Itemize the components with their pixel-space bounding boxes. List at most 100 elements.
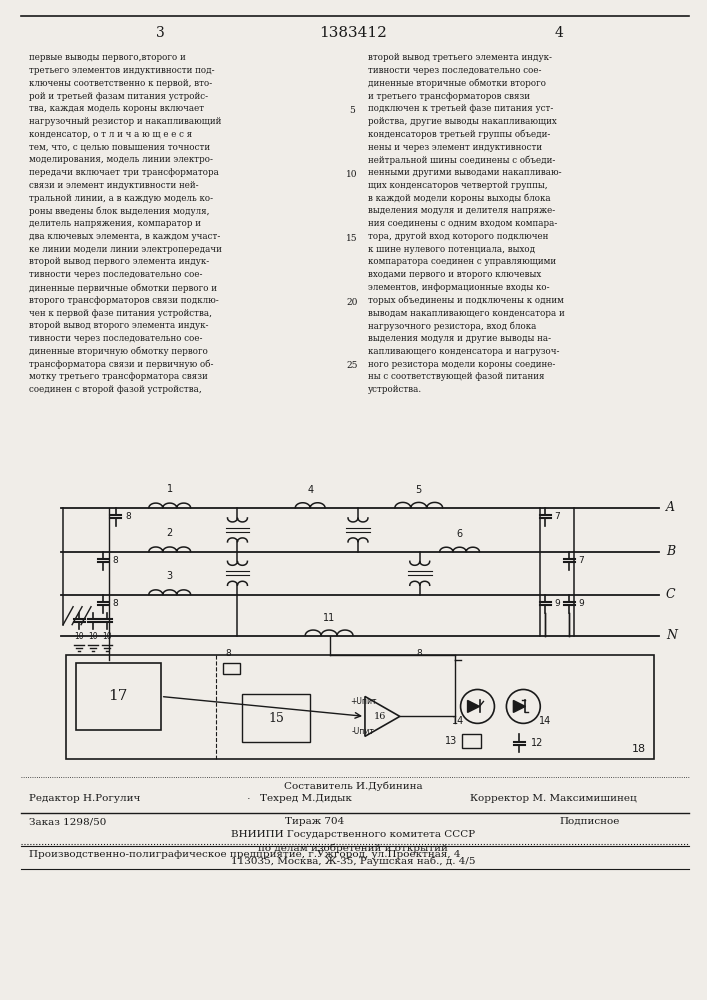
Text: подключен к третьей фазе питания уст-: подключен к третьей фазе питания уст- (368, 104, 554, 113)
Text: Подписное: Подписное (559, 817, 619, 826)
Text: нагрузочный резистор и накапливающий: нагрузочный резистор и накапливающий (29, 117, 222, 126)
Text: входами первого и второго ключевых: входами первого и второго ключевых (368, 270, 541, 279)
Text: 8: 8 (226, 649, 231, 658)
Text: 15: 15 (269, 712, 284, 725)
Text: диненные вторичные обмотки второго: диненные вторичные обмотки второго (368, 79, 546, 88)
Text: второго трансформаторов связи подклю-: второго трансформаторов связи подклю- (29, 296, 219, 305)
Text: 10: 10 (74, 632, 84, 641)
Text: тора, другой вход которого подключен: тора, другой вход которого подключен (368, 232, 549, 241)
Text: 8: 8 (125, 512, 131, 521)
Text: 11: 11 (323, 613, 335, 623)
Text: третьего элементов индуктивности под-: третьего элементов индуктивности под- (29, 66, 215, 75)
Text: первые выводы первого,второго и: первые выводы первого,второго и (29, 53, 186, 62)
Text: тивности через последовательно сое-: тивности через последовательно сое- (368, 66, 542, 75)
Text: устройства.: устройства. (368, 385, 422, 394)
Text: 18: 18 (632, 744, 646, 754)
Text: B: B (666, 545, 675, 558)
Text: 13: 13 (445, 736, 457, 746)
Text: 1383412: 1383412 (319, 26, 387, 40)
Text: тивности через последовательно сое-: тивности через последовательно сое- (29, 334, 203, 343)
Text: тральной линии, а в каждую модель ко-: тральной линии, а в каждую модель ко- (29, 194, 214, 203)
Text: 2: 2 (167, 528, 173, 538)
Text: Техред М.Дидык: Техред М.Дидык (260, 794, 352, 803)
Bar (462, 734, 481, 748)
Text: конденсаторов третьей группы объеди-: конденсаторов третьей группы объеди- (368, 130, 550, 139)
Text: Тираж 704: Тираж 704 (285, 817, 344, 826)
Text: 4: 4 (555, 26, 563, 40)
Text: ного резистора модели короны соедине-: ного резистора модели короны соедине- (368, 360, 555, 369)
Polygon shape (513, 700, 525, 712)
Text: в каждой модели короны выходы блока: в каждой модели короны выходы блока (368, 194, 551, 203)
Text: к шине нулевого потенциала, выход: к шине нулевого потенциала, выход (368, 245, 535, 254)
Text: роны введены блок выделения модуля,: роны введены блок выделения модуля, (29, 206, 210, 216)
Text: -Uпит: -Uпит (351, 727, 375, 736)
Text: щих конденсаторов четвертой группы,: щих конденсаторов четвертой группы, (368, 181, 547, 190)
Text: 10: 10 (346, 170, 358, 179)
Text: выделения модуля и делителя напряже-: выделения модуля и делителя напряже- (368, 206, 555, 215)
Text: A: A (666, 501, 674, 514)
Text: 113035, Москва, Ж-35, Раушская наб., д. 4/5: 113035, Москва, Ж-35, Раушская наб., д. … (230, 856, 475, 866)
Text: диненные первичные обмотки первого и: диненные первичные обмотки первого и (29, 283, 217, 293)
Text: 16: 16 (374, 712, 386, 721)
Text: 10: 10 (88, 632, 98, 641)
Text: 17: 17 (108, 689, 128, 703)
Text: 9: 9 (578, 599, 584, 608)
Text: 6: 6 (457, 529, 462, 539)
Text: 9: 9 (554, 599, 560, 608)
Text: по делам изобретений и открытий: по делам изобретений и открытий (258, 843, 448, 853)
Text: 10: 10 (102, 632, 112, 641)
Text: выделения модуля и другие выводы на-: выделения модуля и другие выводы на- (368, 334, 551, 343)
Text: Производственно-полиграфическое предприятие, г.Ужгород, ул.Проектная, 4: Производственно-полиграфическое предприя… (29, 850, 461, 859)
Text: 5: 5 (349, 106, 355, 115)
Text: тва, каждая модель короны включает: тва, каждая модель короны включает (29, 104, 204, 113)
Text: трансформатора связи и первичную об-: трансформатора связи и первичную об- (29, 360, 214, 369)
Text: 8: 8 (112, 556, 117, 565)
Text: второй вывод второго элемента индук-: второй вывод второго элемента индук- (29, 321, 209, 330)
Bar (223, 663, 240, 674)
Text: рой и третьей фазам питания устройс-: рой и третьей фазам питания устройс- (29, 92, 209, 101)
Text: мотку третьего трансформатора связи: мотку третьего трансформатора связи (29, 372, 208, 381)
Text: два ключевых элемента, в каждом участ-: два ключевых элемента, в каждом участ- (29, 232, 221, 241)
Text: моделирования, модель линии электро-: моделирования, модель линии электро- (29, 155, 214, 164)
Text: 7: 7 (554, 512, 560, 521)
Text: нены и через элемент индуктивности: нены и через элемент индуктивности (368, 143, 542, 152)
Text: Корректор М. Максимишинец: Корректор М. Максимишинец (469, 794, 636, 803)
Text: компаратора соединен с управляющими: компаратора соединен с управляющими (368, 257, 556, 266)
Text: 8: 8 (417, 649, 423, 658)
Text: тивности через последовательно сое-: тивности через последовательно сое- (29, 270, 203, 279)
Text: капливающего конденсатора и нагрузоч-: капливающего конденсатора и нагрузоч- (368, 347, 559, 356)
Text: 20: 20 (346, 298, 358, 307)
Text: 25: 25 (346, 361, 358, 370)
Text: 3: 3 (156, 26, 165, 40)
Text: выводам накапливающего конденсатора и: выводам накапливающего конденсатора и (368, 309, 565, 318)
Text: чен к первой фазе питания устройства,: чен к первой фазе питания устройства, (29, 309, 212, 318)
Text: ·: · (247, 794, 250, 804)
Bar (76, 663, 160, 730)
Text: передачи включает три трансформатора: передачи включает три трансформатора (29, 168, 219, 177)
Text: торых объединены и подключены к одним: торых объединены и подключены к одним (368, 296, 563, 305)
Text: ны с соответствующей фазой питания: ны с соответствующей фазой питания (368, 372, 544, 381)
Text: нейтральной шины соединены с объеди-: нейтральной шины соединены с объеди- (368, 155, 555, 165)
Bar (243, 694, 310, 742)
Text: 14: 14 (452, 716, 464, 726)
Text: тем, что, с целью повышения точности: тем, что, с целью повышения точности (29, 143, 211, 152)
Text: конденсатор, о т л и ч а ю щ е е с я: конденсатор, о т л и ч а ю щ е е с я (29, 130, 192, 139)
Text: ключены соответственно к первой, вто-: ключены соответственно к первой, вто- (29, 79, 213, 88)
Polygon shape (467, 700, 479, 712)
Text: 8: 8 (112, 599, 117, 608)
Text: +Uпит: +Uпит (350, 697, 376, 706)
Text: элементов, информационные входы ко-: элементов, информационные входы ко- (368, 283, 549, 292)
Text: нагрузочного резистора, вход блока: нагрузочного резистора, вход блока (368, 321, 537, 331)
Text: N: N (666, 629, 677, 642)
Text: 7: 7 (578, 556, 584, 565)
Text: 4: 4 (307, 485, 313, 495)
Text: Заказ 1298/50: Заказ 1298/50 (29, 817, 107, 826)
Text: ке линии модели линии электропередачи: ке линии модели линии электропередачи (29, 245, 222, 254)
Text: Редактор Н.Рогулич: Редактор Н.Рогулич (29, 794, 141, 803)
Text: C: C (666, 588, 675, 601)
Text: ненными другими выводами накапливаю-: ненными другими выводами накапливаю- (368, 168, 561, 177)
Text: 12: 12 (531, 738, 544, 748)
Text: второй вывод первого элемента индук-: второй вывод первого элемента индук- (29, 257, 209, 266)
Text: 3: 3 (167, 571, 173, 581)
Text: диненные вторичную обмотку первого: диненные вторичную обмотку первого (29, 347, 208, 356)
